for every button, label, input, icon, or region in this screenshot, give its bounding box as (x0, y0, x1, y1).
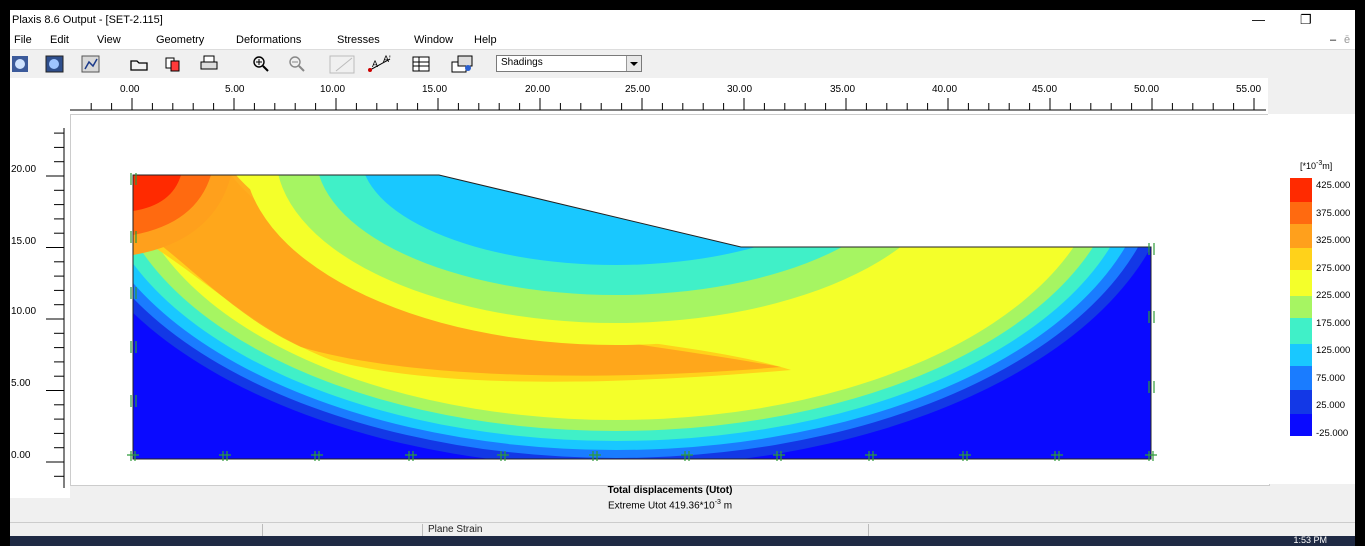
legend-unit: [*10-3m] (1300, 160, 1333, 171)
x-tick-label: 35.00 (830, 84, 856, 95)
legend-swatch (1290, 202, 1312, 224)
menu-view[interactable]: View (97, 34, 121, 46)
zoom-out-icon[interactable] (286, 53, 308, 75)
legend-swatch (1290, 318, 1312, 344)
horizontal-ruler-ticks (70, 98, 1266, 111)
y-tick-label: 5.00 (11, 378, 31, 389)
x-tick-label: 25.00 (625, 84, 651, 95)
status-analysis-type: Plane Strain (424, 524, 869, 536)
input-program-icon[interactable] (44, 53, 66, 75)
child-minimize-button[interactable]: – (1330, 34, 1337, 46)
x-tick-label: 40.00 (932, 84, 958, 95)
plot-caption-extreme: Extreme Utot 419.36*10-3 m (607, 499, 733, 512)
vertical-ruler-ticks (46, 128, 65, 488)
program-icon[interactable] (10, 53, 32, 75)
window-title: Plaxis 8.6 Output - [SET-2.115] (12, 14, 163, 26)
svg-text:A': A' (383, 54, 391, 64)
menu-file[interactable]: File (14, 34, 32, 46)
distance-icon[interactable]: A A' (366, 53, 396, 75)
legend-swatch (1290, 414, 1312, 436)
legend-label: 275.000 (1316, 263, 1351, 274)
legend-swatch (1290, 270, 1312, 296)
x-tick-label: 50.00 (1134, 84, 1160, 95)
menu-stresses[interactable]: Stresses (337, 34, 380, 46)
y-tick-label: 15.00 (11, 236, 37, 247)
legend-swatch (1290, 224, 1312, 248)
legend-swatch (1290, 178, 1312, 202)
child-restore-button[interactable]: ē (1344, 34, 1351, 46)
legend-label: 225.000 (1316, 290, 1351, 301)
x-tick-label: 45.00 (1032, 84, 1058, 95)
menu-deformations[interactable]: Deformations (236, 34, 302, 46)
legend-label: 25.000 (1316, 400, 1346, 411)
x-tick-label: 15.00 (422, 84, 448, 95)
copy-icon[interactable] (162, 53, 184, 75)
curves-program-icon[interactable] (80, 53, 102, 75)
x-tick-label: 10.00 (320, 84, 346, 95)
plaxis-output-window: Plaxis 8.6 Output - [SET-2.115] — ❐ File… (10, 10, 1355, 546)
model-view[interactable] (70, 114, 1270, 486)
legend-label: 375.000 (1316, 208, 1351, 219)
menu-geometry[interactable]: Geometry (156, 34, 205, 46)
vertical-ruler: 20.00 15.00 10.00 5.00 0.00 (10, 118, 70, 498)
restore-button[interactable]: ❐ (1300, 12, 1312, 27)
legend-panel: [*10-3m] 425.000 375.000 325.000 275.000… (1268, 114, 1355, 484)
minimize-button[interactable]: — (1252, 12, 1265, 27)
x-tick-label: 5.00 (225, 84, 245, 95)
legend-swatch (1290, 248, 1312, 270)
legend-label: 125.000 (1316, 345, 1351, 356)
open-folder-icon[interactable] (128, 53, 150, 75)
taskbar: 1:53 PM (10, 535, 1355, 546)
cross-section-icon[interactable] (328, 53, 358, 75)
x-tick-label: 30.00 (727, 84, 753, 95)
table-icon[interactable] (410, 53, 432, 75)
toolbar: A A' Shadings (10, 50, 1355, 78)
legend-swatch (1290, 390, 1312, 414)
taskbar-clock: 1:53 PM (1293, 535, 1327, 545)
x-tick-label: 55.00 (1236, 84, 1262, 95)
svg-text:A: A (372, 59, 378, 69)
menu-window[interactable]: Window (414, 34, 454, 46)
chevron-down-icon[interactable] (626, 56, 641, 71)
print-icon[interactable] (198, 53, 220, 75)
menu-help[interactable]: Help (474, 34, 497, 46)
x-tick-label: 0.00 (120, 84, 140, 95)
legend-label: 175.000 (1316, 318, 1351, 329)
legend-colorbar (1290, 178, 1312, 436)
y-tick-label: 10.00 (11, 306, 37, 317)
legend-swatch (1290, 344, 1312, 366)
legend-swatch (1290, 366, 1312, 390)
display-mode-dropdown[interactable]: Shadings (496, 55, 642, 72)
displacement-shadings-plot[interactable] (71, 115, 1269, 485)
status-cell-empty (264, 524, 423, 536)
y-tick-label: 20.00 (11, 164, 37, 175)
title-bar: Plaxis 8.6 Output - [SET-2.115] — ❐ (10, 10, 1355, 32)
legend-label: 425.000 (1316, 180, 1351, 191)
y-tick-label: 0.00 (11, 450, 31, 461)
menu-edit[interactable]: Edit (50, 34, 69, 46)
menu-bar: File Edit View Geometry Deformations Str… (10, 32, 1355, 50)
x-tick-label: 20.00 (525, 84, 551, 95)
horizontal-ruler: 0.00 5.00 10.00 15.00 20.00 25.00 30.00 … (10, 78, 1268, 118)
status-bar: Plane Strain (10, 522, 1355, 537)
plot-caption-title: Total displacements (Utot) (607, 485, 733, 496)
zoom-in-icon[interactable] (250, 53, 272, 75)
structures-icon[interactable] (448, 53, 478, 75)
status-cell-empty (10, 524, 263, 536)
legend-label: 325.000 (1316, 235, 1351, 246)
legend-label: 75.000 (1316, 373, 1346, 384)
display-mode-value: Shadings (501, 57, 543, 68)
legend-label: -25.000 (1316, 428, 1349, 439)
legend-swatch (1290, 296, 1312, 318)
